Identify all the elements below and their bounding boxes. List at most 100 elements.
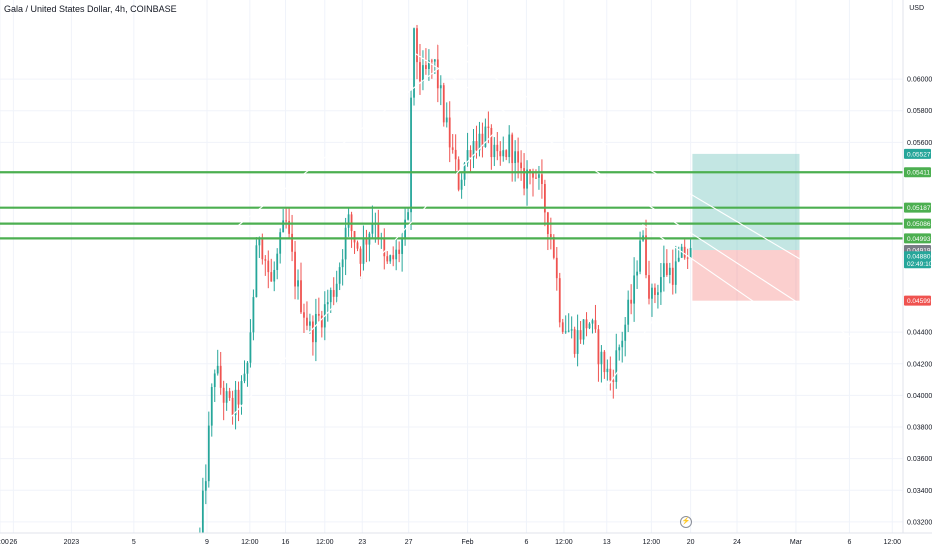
candle-body [249, 332, 252, 363]
time-tick-label: Feb [462, 539, 474, 546]
candle-body [499, 151, 502, 157]
candle-body [392, 255, 395, 260]
time-tick-label: 9 [205, 539, 209, 546]
candle-body [359, 248, 362, 264]
time-tick-label: 12:00 [884, 539, 902, 546]
candle-body [612, 380, 615, 382]
trendline[interactable] [642, 224, 757, 305]
candle-body [630, 299, 633, 304]
price-tick-label: 0.03400 [907, 488, 932, 495]
candle-body [413, 28, 415, 98]
time-tick-label: 20 [687, 539, 695, 546]
candle-body [395, 249, 398, 260]
candle-body [654, 287, 656, 295]
candle-body [237, 389, 240, 405]
lightning-icon[interactable]: ⚡ [680, 516, 692, 528]
candle-body [460, 179, 463, 190]
profit-zone[interactable] [692, 153, 800, 251]
candle-body [457, 159, 460, 190]
candle-body [297, 280, 299, 287]
time-tick-label: 12:00 [241, 539, 259, 546]
price-tick-label: 0.03600 [907, 456, 932, 463]
candle-body [267, 260, 270, 273]
candle-body [579, 330, 582, 340]
price-tag [904, 167, 931, 178]
candle-body [538, 174, 540, 178]
candle-body [258, 239, 261, 246]
price-tag [904, 251, 931, 269]
price-tick-label: 0.04000 [907, 393, 932, 400]
horizontal-levels[interactable] [0, 171, 903, 240]
candle-body [490, 127, 493, 158]
candle-body [306, 317, 308, 326]
time-axis[interactable]: 12:002620235912:001612:002327Feb612:0013… [0, 532, 932, 550]
candle-body [651, 287, 653, 299]
time-tick-label: 6 [524, 539, 528, 546]
currency-label[interactable]: USD [909, 5, 924, 12]
candle-body [514, 151, 517, 164]
time-tick-label: 23 [358, 539, 366, 546]
candle-body [520, 162, 522, 169]
price-axis[interactable]: 0.03200 0.03400 0.03600 0.03800 0.04000 0.042… [902, 0, 932, 550]
candle-body [252, 297, 255, 333]
candle-body [317, 313, 320, 316]
price-tags: 0.05411 0.05187 0.05086 0.04993 0.05527 0.049… [904, 148, 932, 306]
time-tick-label: Mar [790, 539, 803, 546]
price-tag [904, 295, 931, 306]
price-axis-bg [903, 0, 932, 550]
trendline[interactable] [424, 35, 857, 294]
candle-body [668, 267, 671, 275]
candle-body [597, 329, 600, 365]
candle-body [273, 269, 276, 282]
candle-body [487, 126, 490, 128]
candle-body [671, 267, 674, 285]
candle-body [600, 351, 603, 365]
candle-body [219, 365, 222, 388]
price-tag-label: 0.05187 [907, 205, 931, 212]
candle-body [633, 275, 636, 304]
price-tick-label: 0.05600 [907, 140, 932, 147]
candle-body [472, 141, 475, 158]
candle-body [430, 60, 433, 62]
candle-body [683, 246, 686, 258]
candle-body [264, 259, 267, 261]
candle-body [493, 144, 496, 158]
candle-body [326, 302, 329, 305]
candle-body [541, 174, 543, 184]
time-tick-label: 12:00 [643, 539, 661, 546]
candle-body [228, 391, 231, 398]
trendline[interactable] [415, 53, 868, 349]
candle-body [686, 257, 689, 259]
price-tag [904, 233, 931, 244]
trendlines[interactable] [224, 31, 868, 425]
candle-body [436, 59, 439, 89]
candle-body [609, 368, 612, 381]
candle-body [407, 212, 409, 220]
candle-body [624, 324, 627, 341]
candle-body [341, 259, 344, 268]
candle-body [526, 169, 528, 189]
candle-body [475, 141, 478, 151]
trendline[interactable] [224, 124, 502, 425]
candle-body [505, 150, 508, 158]
price-tick-label: 0.04200 [907, 361, 932, 368]
candle-body [204, 481, 207, 491]
candle-body [416, 28, 418, 63]
candle-body [466, 150, 469, 164]
time-tick-label: 12:00 [316, 539, 334, 546]
candle-body [261, 239, 264, 260]
candle-body [425, 65, 427, 69]
candle-body [282, 220, 285, 233]
candle-body [365, 238, 368, 245]
candle-body [279, 232, 282, 254]
trendline[interactable] [606, 314, 658, 388]
candle-body [225, 391, 228, 403]
candle-body [353, 231, 356, 243]
trendline[interactable] [237, 31, 486, 227]
price-tag [904, 202, 931, 213]
candle-body [576, 330, 579, 354]
candle-body [291, 233, 293, 252]
candle-body [662, 263, 665, 278]
candle-body [606, 368, 609, 373]
